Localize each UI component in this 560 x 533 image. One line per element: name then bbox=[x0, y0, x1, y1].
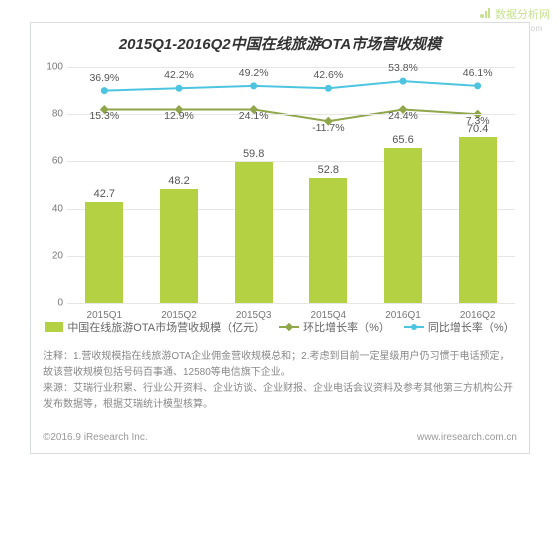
grid-line bbox=[67, 67, 515, 68]
bar bbox=[160, 189, 198, 303]
bar-value-label: 59.8 bbox=[229, 148, 279, 160]
grid-line bbox=[67, 161, 515, 162]
line-point-label: 53.8% bbox=[388, 62, 418, 74]
bar bbox=[384, 148, 422, 303]
credit-right: www.iresearch.com.cn bbox=[417, 432, 517, 443]
y-tick-label: 0 bbox=[43, 298, 63, 309]
line-point-label: -11.7% bbox=[312, 122, 345, 134]
bar-value-label: 52.8 bbox=[303, 164, 353, 176]
legend: 中国在线旅游OTA市场营收规模（亿元） 环比增长率（%） 同比增长率（%） bbox=[31, 319, 529, 335]
y-tick-label: 20 bbox=[43, 250, 63, 261]
chart-container: 2015Q1-2016Q2中国在线旅游OTA市场营收规模 02040608010… bbox=[30, 22, 530, 454]
grid-line bbox=[67, 256, 515, 257]
bar-value-label: 48.2 bbox=[154, 175, 204, 187]
grid-line bbox=[67, 209, 515, 210]
y-tick-label: 80 bbox=[43, 109, 63, 120]
line-overlay bbox=[67, 67, 515, 303]
bar-value-label: 65.6 bbox=[378, 134, 428, 146]
line-point-label: 12.9% bbox=[164, 111, 194, 123]
legend-bar-label: 中国在线旅游OTA市场营收规模（亿元） bbox=[67, 319, 265, 335]
bar bbox=[309, 178, 347, 303]
bar bbox=[235, 162, 273, 303]
grid-line bbox=[67, 114, 515, 115]
line-point-label: 46.1% bbox=[463, 67, 493, 79]
footnotes: 注释：1.营收规模指在线旅游OTA企业佣金营收规模总和；2.考虑到目前一定星级用… bbox=[43, 349, 517, 413]
line-point-label: 36.9% bbox=[89, 72, 119, 84]
legend-bar: 中国在线旅游OTA市场营收规模（亿元） bbox=[45, 319, 265, 335]
legend-qoq-label: 环比增长率（%） bbox=[303, 319, 390, 335]
y-tick-label: 100 bbox=[43, 62, 63, 73]
legend-swatch-yoy bbox=[404, 326, 424, 328]
line-point-label: 42.2% bbox=[164, 69, 194, 81]
line-point-label: 24.4% bbox=[388, 111, 418, 123]
grid-line bbox=[67, 303, 515, 304]
line-point-label: 42.6% bbox=[313, 69, 343, 81]
bar bbox=[85, 202, 123, 303]
legend-yoy: 同比增长率（%） bbox=[404, 319, 515, 335]
credit-left: ©2016.9 iResearch Inc. bbox=[43, 432, 148, 443]
line-point-label: 49.2% bbox=[239, 67, 269, 79]
legend-qoq: 环比增长率（%） bbox=[279, 319, 390, 335]
bar-value-label: 42.7 bbox=[79, 188, 129, 200]
y-tick-label: 40 bbox=[43, 203, 63, 214]
line-point-label: 7.3% bbox=[466, 115, 490, 127]
line-point-label: 24.1% bbox=[239, 111, 269, 123]
watermark-text: 数据分析网 bbox=[495, 9, 550, 21]
footnote-1: 注释：1.营收规模指在线旅游OTA企业佣金营收规模总和；2.考虑到目前一定星级用… bbox=[43, 349, 517, 381]
plot-area: 02040608010042.72015Q148.22015Q259.82015… bbox=[67, 67, 515, 303]
legend-swatch-bar bbox=[45, 322, 63, 332]
line-point-label: 15.3% bbox=[89, 111, 119, 123]
footnote-2: 来源：艾瑞行业积累、行业公开资料、企业访谈、企业财报、企业电话会议资料及参考其他… bbox=[43, 381, 517, 413]
chart-title: 2015Q1-2016Q2中国在线旅游OTA市场营收规模 bbox=[31, 23, 529, 56]
bar bbox=[459, 137, 497, 303]
legend-swatch-qoq bbox=[279, 326, 299, 328]
y-tick-label: 60 bbox=[43, 156, 63, 167]
legend-yoy-label: 同比增长率（%） bbox=[428, 319, 515, 335]
